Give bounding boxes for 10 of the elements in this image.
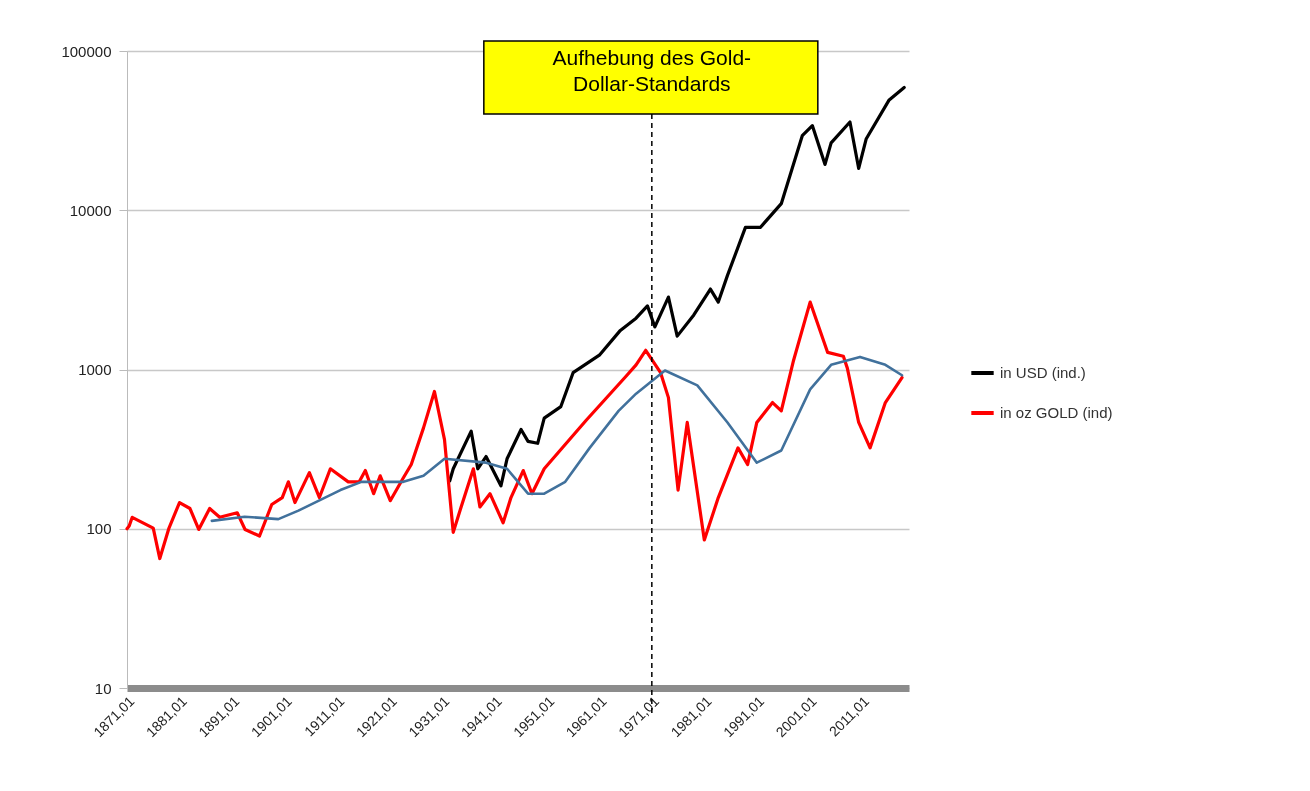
ref-line-label: Aufhebung des Gold- Dollar-Standards [552,46,752,95]
line-series [125,300,904,561]
y-tick-label: 10 [94,679,112,697]
y-tick-label: 100000 [61,42,112,60]
y-tick-label: 100 [86,520,112,538]
legend-label: in USD (ind.) [1000,364,1086,381]
line-series [210,355,904,523]
y-tick-label: 1000 [78,361,112,378]
y-tick-label: 10000 [69,201,112,219]
legend-label: in oz GOLD (ind) [1000,404,1113,421]
